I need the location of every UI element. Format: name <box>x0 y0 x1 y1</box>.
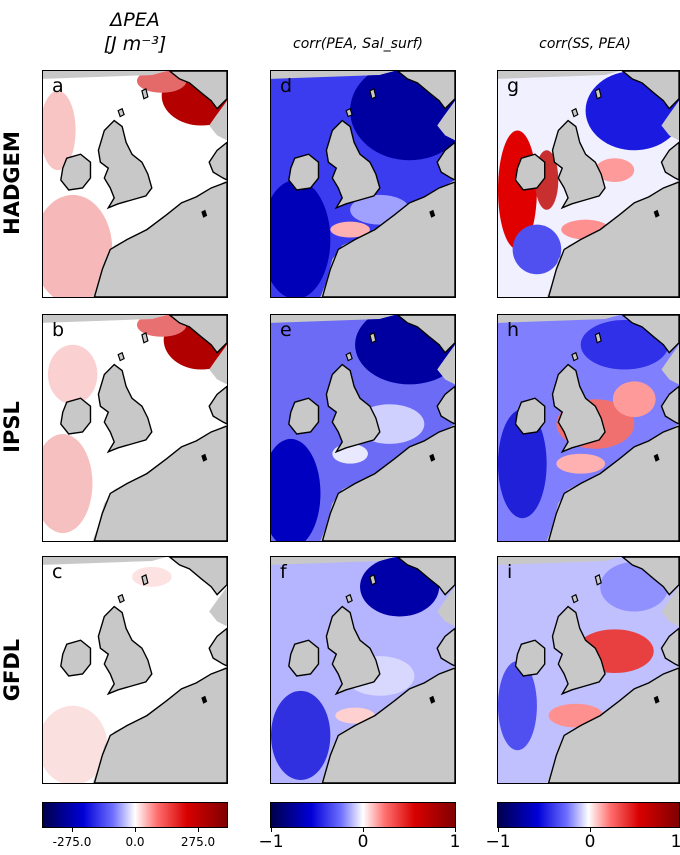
panel-letter-e: e <box>280 319 292 341</box>
panel-letter-h: h <box>507 319 520 341</box>
colorbar-3-tick <box>590 828 591 832</box>
panel-letter-b: b <box>52 319 65 341</box>
map-panel-b: b <box>42 314 228 542</box>
colorbar-2-tick <box>455 828 456 832</box>
map-g-svg <box>498 71 679 297</box>
colorbar-2-label-min: −1 <box>258 832 284 852</box>
map-b-svg <box>43 315 227 541</box>
col-title-delta-pea-text: ΔPEA <box>110 9 160 31</box>
map-d-svg <box>271 71 455 297</box>
col-title-delta-pea-unit: [J m⁻³] <box>103 33 167 55</box>
map-panel-h: h <box>497 314 680 542</box>
colorbar-1-tick <box>198 828 199 832</box>
map-h-svg <box>498 315 679 541</box>
colorbar-3-label-mid: 0 <box>584 832 596 852</box>
colorbar-3-tick <box>498 828 499 832</box>
colorbar-corr-ss-pea <box>497 802 680 828</box>
colorbar-delta-pea <box>42 802 228 828</box>
map-panel-d: d <box>270 70 456 298</box>
colorbar-2-label-max: 1 <box>449 832 461 852</box>
panel-letter-g: g <box>507 75 520 97</box>
panel-letter-d: d <box>280 75 293 97</box>
colorbar-3-label-max: 1 <box>670 832 680 852</box>
colorbar-2-tick <box>363 828 364 832</box>
map-panel-a: a <box>42 70 228 298</box>
map-panel-i: i <box>497 556 680 784</box>
map-panel-c: c <box>42 556 228 784</box>
col-title-corr-ss-pea: corr(SS, PEA) <box>539 36 631 52</box>
colorbar-1-label-max: 275.0 <box>180 835 216 849</box>
colorbar-corr-pea-sal <box>270 802 456 828</box>
map-i-svg <box>498 557 679 783</box>
colorbar-1-label-mid: 0.0 <box>125 835 145 849</box>
panel-letter-f: f <box>280 561 287 583</box>
panel-letter-i: i <box>507 561 513 583</box>
colorbar-2-tick <box>271 828 272 832</box>
map-panel-e: e <box>270 314 456 542</box>
map-panel-g: g <box>497 70 680 298</box>
map-panel-f: f <box>270 556 456 784</box>
map-f-svg <box>271 557 455 783</box>
map-c-svg <box>43 557 227 783</box>
colorbar-1-tick <box>72 828 73 832</box>
map-a-svg <box>43 71 227 297</box>
col-title-delta-pea: ΔPEA [J m⁻³] <box>40 8 230 56</box>
col-title-corr-pea-sal: corr(PEA, Sal_surf) <box>293 36 423 52</box>
colorbar-1-label-min: -275.0 <box>52 835 92 849</box>
colorbar-1-tick <box>135 828 136 832</box>
map-e-svg <box>271 315 455 541</box>
colorbar-3-label-min: −1 <box>485 832 511 852</box>
panel-letter-c: c <box>52 561 63 583</box>
colorbar-2-label-mid: 0 <box>357 832 369 852</box>
panel-letter-a: a <box>52 75 64 97</box>
